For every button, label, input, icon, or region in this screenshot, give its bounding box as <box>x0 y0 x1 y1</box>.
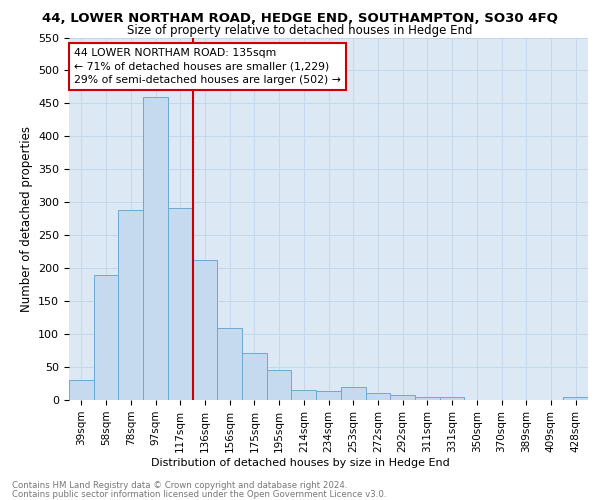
Text: Contains HM Land Registry data © Crown copyright and database right 2024.: Contains HM Land Registry data © Crown c… <box>12 481 347 490</box>
Bar <box>168 208 193 400</box>
Bar <box>415 398 440 400</box>
Bar <box>94 275 118 400</box>
Bar <box>217 328 242 400</box>
Text: 44 LOWER NORTHAM ROAD: 135sqm
← 71% of detached houses are smaller (1,229)
29% o: 44 LOWER NORTHAM ROAD: 135sqm ← 71% of d… <box>74 48 341 85</box>
Bar <box>341 387 365 400</box>
Text: 44, LOWER NORTHAM ROAD, HEDGE END, SOUTHAMPTON, SO30 4FQ: 44, LOWER NORTHAM ROAD, HEDGE END, SOUTH… <box>42 12 558 26</box>
Y-axis label: Number of detached properties: Number of detached properties <box>20 126 32 312</box>
Bar <box>316 392 341 400</box>
Text: Distribution of detached houses by size in Hedge End: Distribution of detached houses by size … <box>151 458 449 468</box>
Text: Size of property relative to detached houses in Hedge End: Size of property relative to detached ho… <box>127 24 473 37</box>
Bar <box>563 396 588 400</box>
Bar <box>118 210 143 400</box>
Bar <box>143 97 168 400</box>
Bar <box>193 260 217 400</box>
Bar <box>242 352 267 400</box>
Bar <box>390 396 415 400</box>
Text: Contains public sector information licensed under the Open Government Licence v3: Contains public sector information licen… <box>12 490 386 499</box>
Bar <box>365 394 390 400</box>
Bar <box>69 380 94 400</box>
Bar <box>440 398 464 400</box>
Bar <box>292 390 316 400</box>
Bar <box>267 370 292 400</box>
